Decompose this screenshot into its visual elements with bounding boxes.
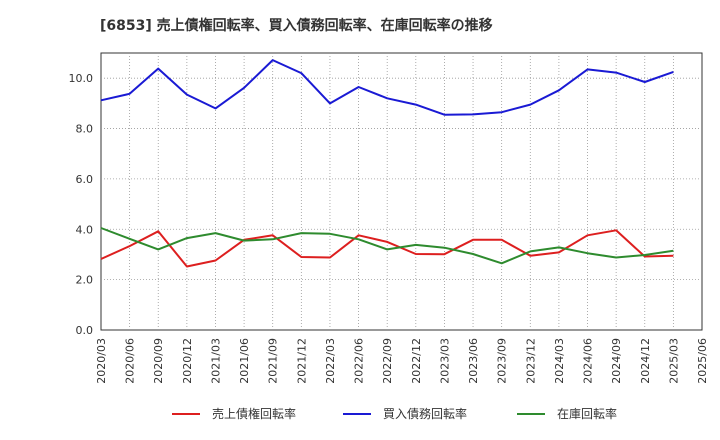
- x-tick-label: 2020/12: [181, 338, 194, 384]
- y-tick-label: 8.0: [76, 123, 94, 136]
- x-tick-label: 2021/03: [209, 338, 222, 384]
- x-tick-label: 2021/12: [295, 338, 308, 384]
- y-tick-label: 10.0: [69, 72, 94, 85]
- legend-label-3: 在庫回転率: [557, 406, 617, 421]
- x-tick-label: 2022/06: [353, 338, 366, 384]
- x-tick-label: 2025/06: [696, 338, 709, 384]
- series-line-3: [100, 227, 674, 265]
- legend-label-2: 買入債務回転率: [383, 406, 467, 421]
- x-tick-label: 2020/03: [95, 338, 108, 384]
- x-tick-label: 2021/06: [238, 338, 251, 384]
- x-tick-label: 2025/03: [667, 338, 680, 384]
- y-tick-label: 0.0: [76, 324, 94, 337]
- x-tick-label: 2023/03: [438, 338, 451, 384]
- chart-title: [6853] 売上債権回転率、買入債務回転率、在庫回転率の推移: [100, 17, 493, 34]
- x-tick-label: 2022/12: [410, 338, 423, 384]
- y-tick-label: 6.0: [76, 173, 94, 186]
- x-tick-label: 2024/06: [582, 338, 595, 384]
- y-tick-label: 4.0: [76, 223, 94, 236]
- legend-label-1: 売上債権回転率: [212, 406, 296, 421]
- x-tick-label: 2023/06: [467, 338, 480, 384]
- x-tick-label: 2020/09: [152, 338, 165, 384]
- legend: 売上債権回転率 買入債務回転率 在庫回転率: [172, 406, 617, 421]
- x-axis-ticks: 2020/03 2020/06 2020/09 2020/12 2021/03 2021/…: [95, 338, 709, 384]
- y-tick-label: 2.0: [76, 274, 94, 287]
- series-line-2: [100, 59, 674, 116]
- x-tick-label: 2023/12: [524, 338, 537, 384]
- x-tick-label: 2022/09: [381, 338, 394, 384]
- y-axis-ticks: 0.0 2.0 4.0 6.0 8.0 10.0: [69, 72, 94, 337]
- grid-lines: [101, 53, 702, 330]
- plot-area: [100, 52, 703, 331]
- series-line-1: [100, 229, 674, 268]
- x-tick-label: 2024/12: [639, 338, 652, 384]
- plot-frame: [100, 52, 703, 331]
- x-tick-label: 2023/09: [496, 338, 509, 384]
- x-tick-label: 2024/09: [610, 338, 623, 384]
- x-tick-label: 2020/06: [124, 338, 137, 384]
- x-tick-label: 2022/03: [324, 338, 337, 384]
- x-tick-label: 2021/09: [267, 338, 280, 384]
- x-tick-label: 2024/03: [553, 338, 566, 384]
- series-lines: [100, 59, 674, 268]
